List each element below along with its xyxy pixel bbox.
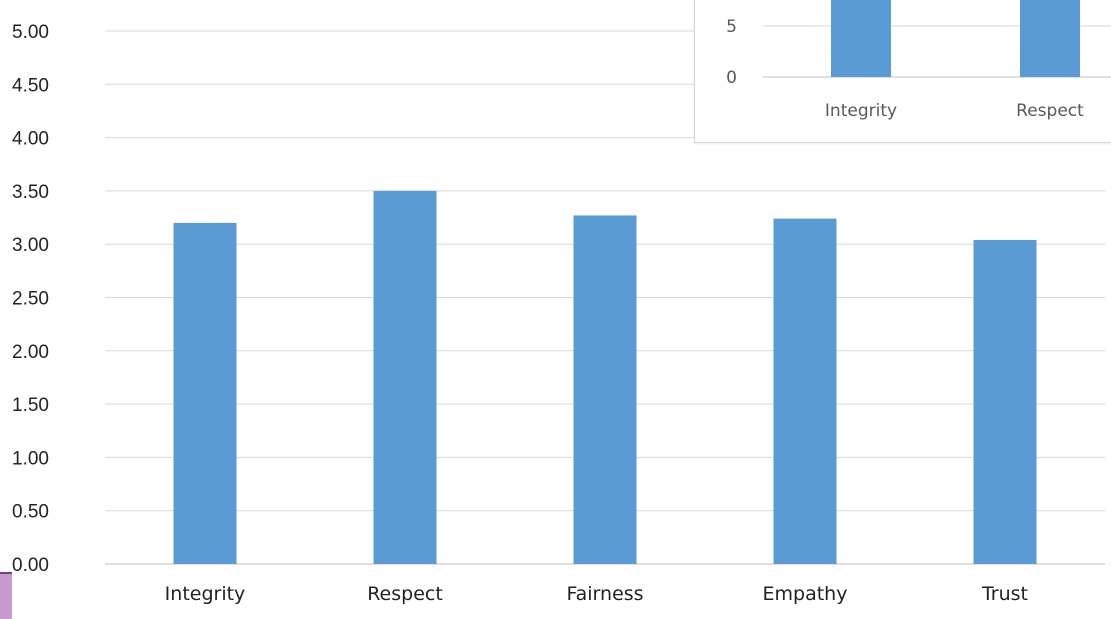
inset-bar-respect — [1020, 0, 1080, 77]
main-bar-fairness — [573, 215, 637, 564]
main-y-tick-label: 2.50 — [12, 289, 49, 310]
main-x-tick-label: Integrity — [165, 583, 246, 605]
main-y-tick-labels: 0.00 0.50 1.00 1.50 2.00 2.50 3.00 3.50 4.00 4.50… — [12, 22, 49, 576]
main-y-tick-label: 3.00 — [12, 235, 49, 256]
inset-bar-integrity — [831, 0, 891, 77]
main-y-tick-label: 1.00 — [12, 448, 49, 469]
main-y-tick-label: 4.50 — [12, 75, 49, 96]
inset-y-tick-label: 5 — [726, 17, 737, 37]
main-y-tick-label: 0.50 — [12, 502, 49, 523]
main-y-tick-label: 1.50 — [12, 395, 49, 416]
main-x-tick-label: Trust — [981, 583, 1028, 605]
left-edge-decoration — [0, 572, 12, 619]
inset-bars — [831, 0, 1080, 77]
main-bars — [173, 190, 1037, 564]
inset-y-tick-labels: 05 — [726, 17, 737, 88]
main-bar-empathy — [773, 218, 837, 564]
main-x-tick-labels: Integrity Respect Fairness Empathy Trust — [165, 583, 1028, 605]
main-y-tick-label: 5.00 — [12, 22, 49, 43]
inset-y-tick-label: 0 — [726, 68, 737, 88]
inset-x-tick-label: Respect — [1016, 101, 1084, 121]
main-bar-trust — [973, 239, 1037, 564]
main-bar-integrity — [173, 222, 237, 564]
main-bar-respect — [373, 190, 437, 564]
inset-chart-svg: 05 Integrity Respect — [726, 0, 1111, 121]
inset-x-tick-labels: Integrity Respect — [825, 101, 1084, 121]
main-x-tick-label: Fairness — [566, 583, 643, 605]
main-x-tick-label: Respect — [367, 583, 443, 605]
main-x-tick-label: Empathy — [763, 583, 848, 605]
inset-x-tick-label: Integrity — [825, 101, 897, 121]
main-y-tick-label: 4.00 — [12, 129, 49, 150]
main-y-tick-label: 3.50 — [12, 182, 49, 203]
main-y-tick-label: 0.00 — [12, 555, 49, 576]
main-y-tick-label: 2.00 — [12, 342, 49, 363]
